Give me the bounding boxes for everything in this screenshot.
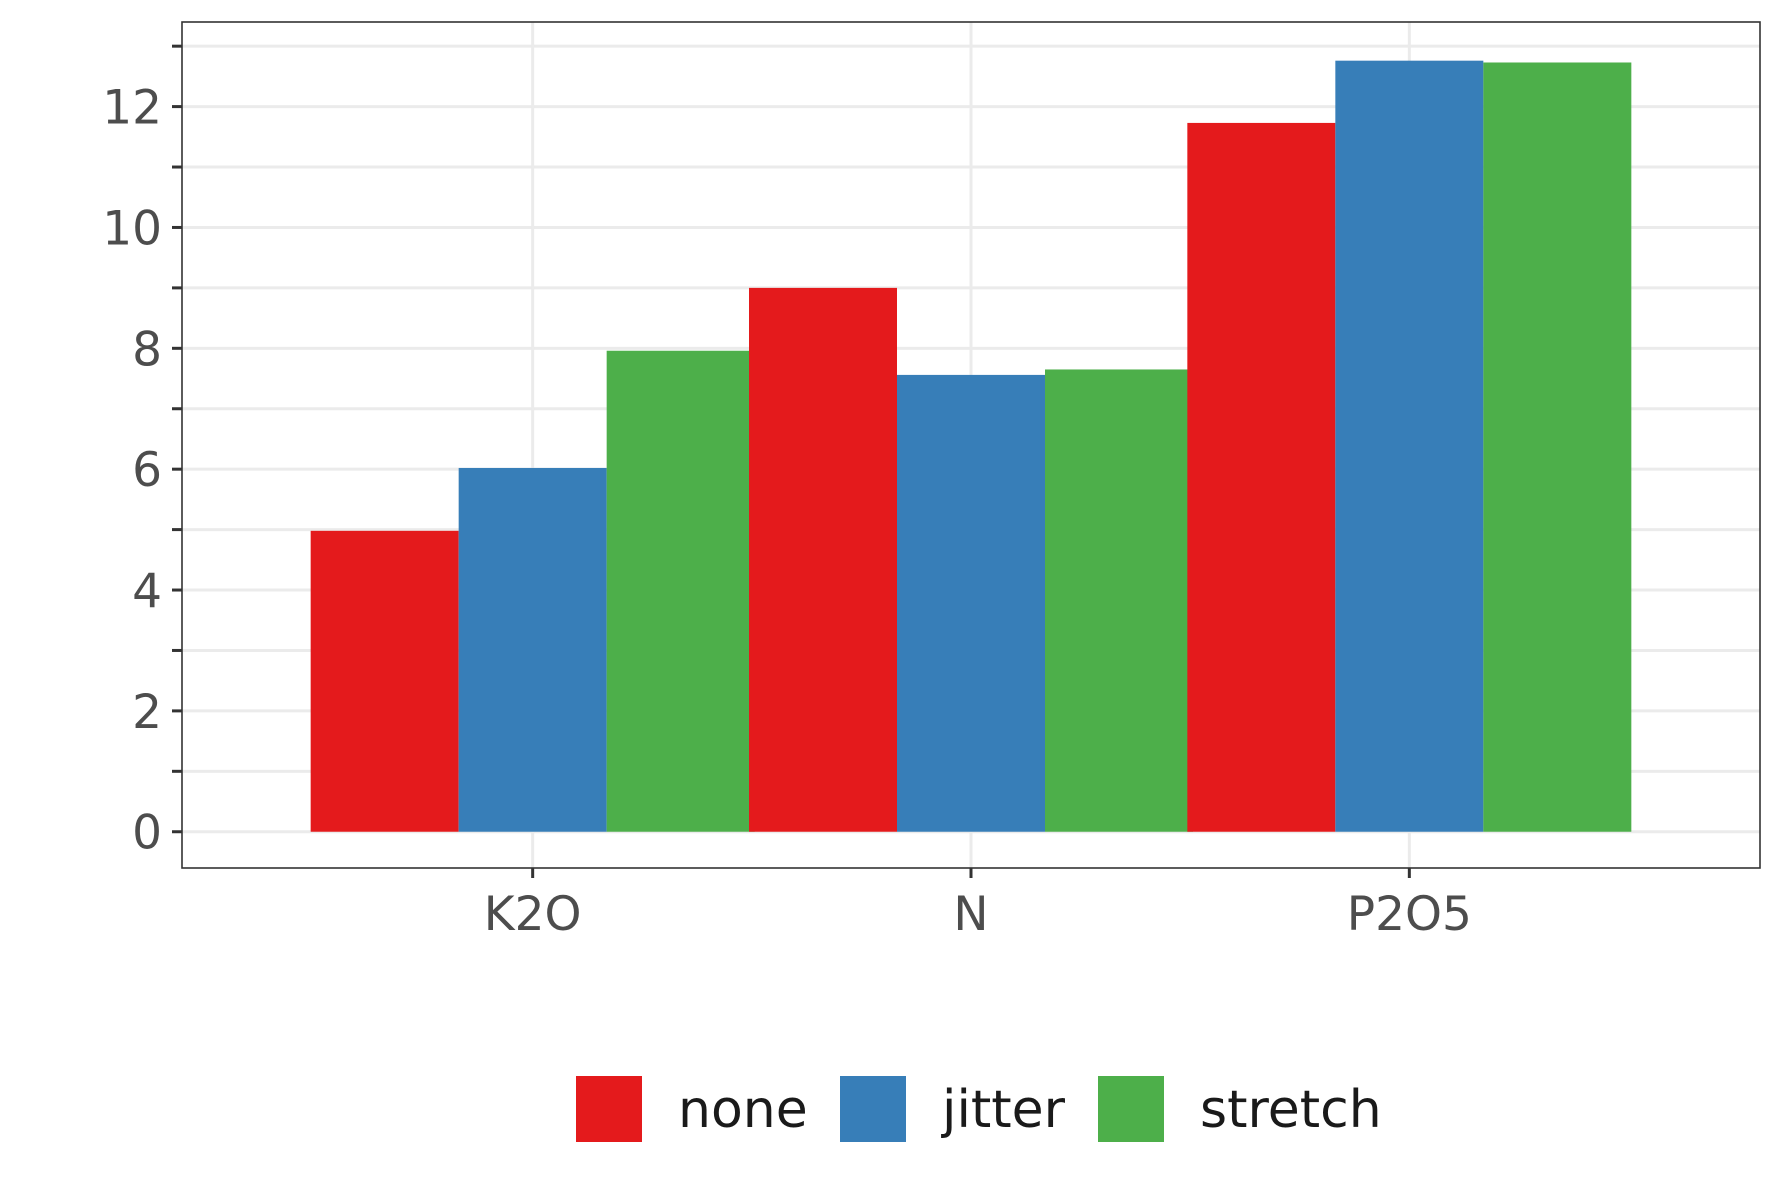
x-tick-label: N <box>953 887 988 942</box>
y-tick-label: 0 <box>132 806 162 861</box>
y-tick-label: 2 <box>132 685 162 740</box>
y-tick-label: 10 <box>102 201 162 256</box>
y-tick-label: 8 <box>132 322 162 377</box>
bar-stretch-P2O5 <box>1483 62 1632 832</box>
bar-jitter-P2O5 <box>1335 60 1484 832</box>
x-axis: K2O N P2O5 <box>484 868 1472 942</box>
bar-none-K2O <box>310 530 459 832</box>
y-tick-label: 4 <box>132 564 162 619</box>
y-tick-label: 12 <box>102 81 162 136</box>
legend-key-none <box>576 1076 642 1142</box>
legend-key-stretch <box>1098 1076 1164 1142</box>
legend-label-jitter: jitter <box>941 1080 1066 1140</box>
legend-key-jitter <box>840 1076 906 1142</box>
bar-jitter-K2O <box>458 467 607 832</box>
bars <box>310 60 1632 832</box>
y-axis: 0 2 4 6 8 10 12 <box>102 44 182 861</box>
legend-label-none: none <box>678 1080 808 1140</box>
bar-stretch-N <box>1045 369 1193 832</box>
x-tick-label: P2O5 <box>1347 887 1472 942</box>
legend: none jitter stretch <box>576 1076 1382 1142</box>
bar-jitter-N <box>897 374 1045 832</box>
bar-none-N <box>749 287 897 832</box>
legend-label-stretch: stretch <box>1200 1080 1382 1140</box>
x-tick-label: K2O <box>484 887 582 942</box>
y-tick-label: 6 <box>132 443 162 498</box>
bar-stretch-K2O <box>606 350 755 832</box>
bar-none-P2O5 <box>1187 122 1336 832</box>
